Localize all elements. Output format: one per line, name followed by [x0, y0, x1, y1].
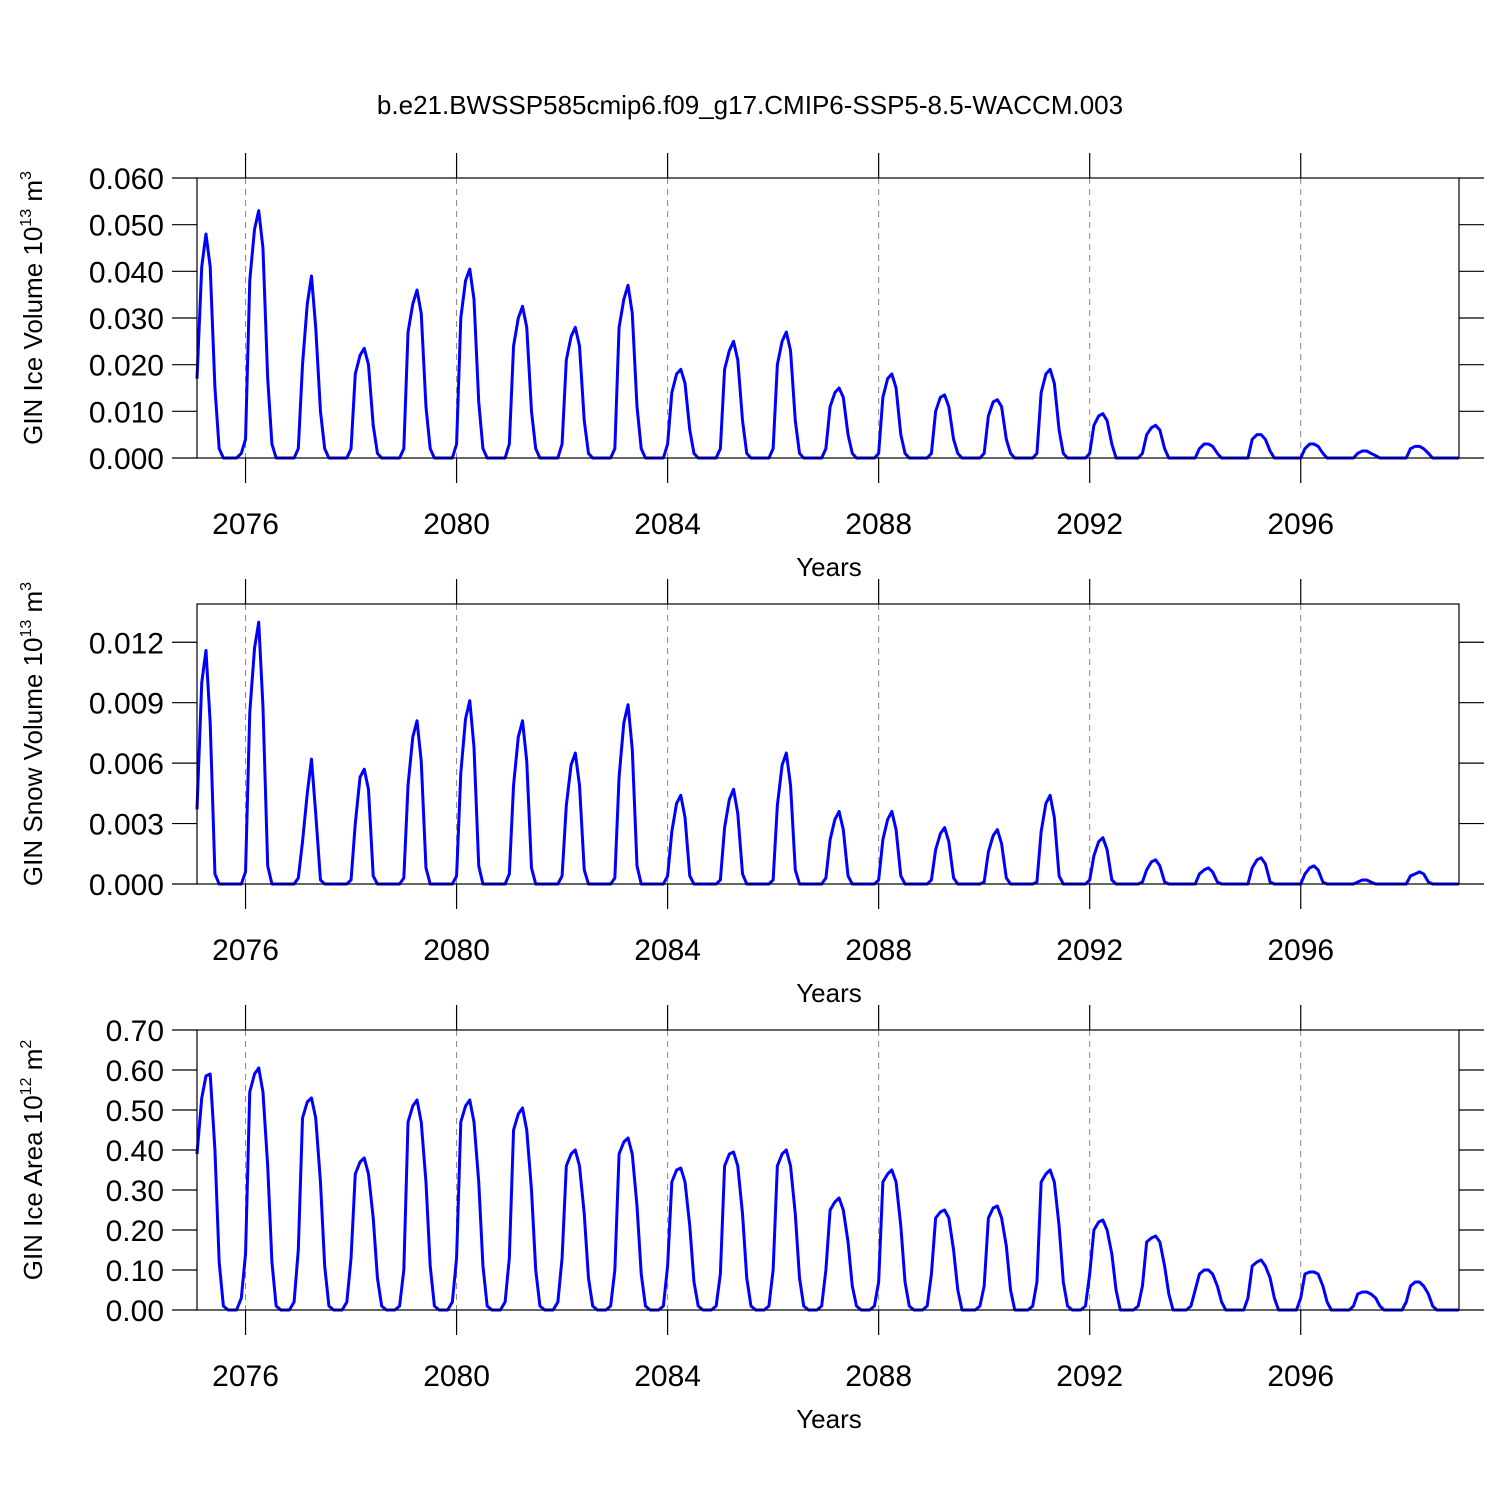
x-tick-label: 2084 — [634, 508, 701, 541]
y-label-unit: m — [18, 1049, 48, 1078]
y-tick-label: 0.012 — [89, 627, 164, 660]
y-label-text: GIN Ice Volume 10 — [18, 227, 48, 445]
y-label-unit-exponent: 3 — [18, 582, 35, 591]
chart-title: b.e21.BWSSP585cmip6.f09_g17.CMIP6-SSP5-8… — [377, 90, 1123, 120]
y-tick-label: 0.030 — [89, 303, 164, 336]
x-axis-label: Years — [796, 552, 862, 582]
x-tick-label: 2080 — [423, 934, 490, 967]
x-tick-label: 2092 — [1056, 1360, 1123, 1393]
plot-frame — [196, 177, 1460, 459]
y-tick-label: 0.40 — [106, 1135, 164, 1168]
y-tick-label: 0.006 — [89, 748, 164, 781]
y-label-exponent: 13 — [18, 209, 35, 227]
x-tick-label: 2092 — [1056, 508, 1123, 541]
x-tick-label: 2088 — [845, 508, 912, 541]
x-tick-label: 2096 — [1267, 934, 1334, 967]
plot-frame — [196, 603, 1460, 885]
x-tick-label: 2076 — [212, 934, 279, 967]
y-label-exponent: 13 — [18, 620, 35, 638]
y-tick-label: 0.50 — [106, 1095, 164, 1128]
x-axis-label: Years — [796, 1404, 862, 1434]
y-tick-label: 0.60 — [106, 1055, 164, 1088]
x-tick-label: 2076 — [212, 1360, 279, 1393]
x-tick-label: 2084 — [634, 1360, 701, 1393]
y-tick-label: 0.10 — [106, 1255, 164, 1288]
data-line — [195, 209, 1459, 460]
x-tick-label: 2076 — [212, 508, 279, 541]
x-tick-label: 2088 — [845, 1360, 912, 1393]
y-tick-label: 0.060 — [89, 163, 164, 196]
x-axis-label: Years — [796, 978, 862, 1008]
y-label-text: GIN Ice Area 10 — [18, 1095, 48, 1280]
x-tick-label: 2080 — [423, 508, 490, 541]
y-label-unit: m — [18, 180, 48, 209]
x-tick-label: 2080 — [423, 1360, 490, 1393]
x-tick-label: 2088 — [845, 934, 912, 967]
y-tick-label: 0.003 — [89, 809, 164, 842]
y-tick-label: 0.000 — [89, 869, 164, 902]
x-tick-label: 2084 — [634, 934, 701, 967]
y-tick-label: 0.040 — [89, 256, 164, 289]
x-tick-label: 2096 — [1267, 1360, 1334, 1393]
x-tick-label: 2092 — [1056, 934, 1123, 967]
data-line — [195, 1066, 1459, 1312]
y-label-unit-exponent: 2 — [18, 1040, 35, 1049]
y-tick-label: 0.050 — [89, 210, 164, 243]
x-tick-label: 2096 — [1267, 508, 1334, 541]
data-line — [195, 620, 1459, 886]
y-tick-label: 0.70 — [106, 1015, 164, 1048]
y-label-text: GIN Snow Volume 10 — [18, 638, 48, 887]
y-tick-label: 0.020 — [89, 350, 164, 383]
y-label-exponent: 12 — [18, 1077, 35, 1095]
y-tick-label: 0.00 — [106, 1295, 164, 1328]
y-label-unit: m — [18, 591, 48, 620]
y-tick-label: 0.000 — [89, 443, 164, 476]
y-axis-label: GIN Snow Volume 1013 m3 — [18, 582, 48, 886]
y-tick-label: 0.010 — [89, 396, 164, 429]
y-tick-label: 0.30 — [106, 1175, 164, 1208]
y-axis-label: GIN Ice Volume 1013 m3 — [18, 171, 48, 445]
y-tick-label: 0.20 — [106, 1215, 164, 1248]
y-axis-label: GIN Ice Area 1012 m2 — [18, 1040, 48, 1281]
y-tick-label: 0.009 — [89, 688, 164, 721]
plot-frame — [196, 1029, 1460, 1311]
y-label-unit-exponent: 3 — [18, 171, 35, 180]
